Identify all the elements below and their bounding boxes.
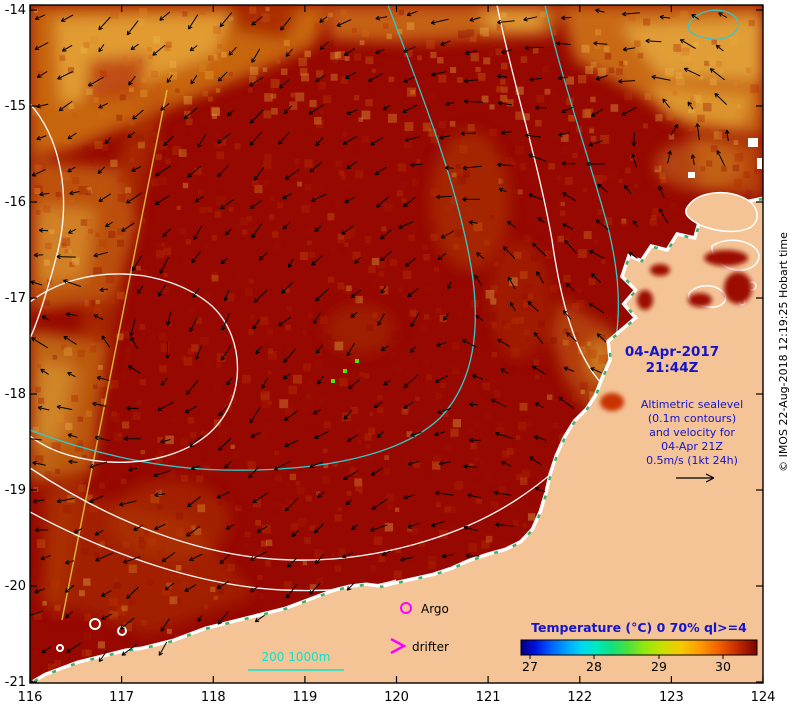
imos-credit-text: © IMOS 22-Aug-2018 12:19:25 Hobart time (777, 232, 790, 472)
y-tick--19: -19 (5, 483, 26, 498)
y-tick--18: -18 (5, 387, 26, 402)
colorbar-tick-30: 30 (715, 659, 731, 674)
isobath-legend-label: 200 1000m (262, 650, 331, 664)
x-tick-116: 116 (18, 690, 43, 705)
map-legend: Argo drifter 200 1000m (248, 602, 449, 671)
colorbar-ticks (529, 655, 724, 659)
shoal-markers (331, 359, 359, 383)
colorbar-tick-27: 27 (522, 659, 538, 674)
satellite-swath-edge (61, 89, 168, 621)
x-tick-117: 117 (109, 690, 134, 705)
date-line: 04-Apr-2017 (625, 344, 719, 360)
colorbar-gradient (520, 639, 758, 656)
x-tick-119: 119 (292, 690, 317, 705)
y-tick--17: -17 (5, 291, 26, 306)
x-tick-121: 121 (476, 690, 501, 705)
info-line-1: Altimetric sealevel (641, 398, 743, 411)
colorbar-title: Temperature (°C) 0 70% ql>=4 (531, 620, 747, 635)
y-tick--16: -16 (5, 195, 26, 210)
colorbar-tick-29: 29 (651, 659, 667, 674)
x-tick-124: 124 (751, 690, 776, 705)
axis-tick-marks (29, 5, 764, 683)
info-line-4: 04-Apr 21Z (661, 440, 723, 453)
scale-arrow-icon (676, 473, 715, 483)
coastal-inlet-waters (600, 250, 752, 411)
colorbar-tick-28: 28 (586, 659, 602, 674)
temperature-colorbar: Temperature (°C) 0 70% ql>=4 27 28 29 30 (520, 620, 758, 674)
y-tick--20: -20 (5, 579, 26, 594)
y-tick--14: -14 (5, 3, 26, 18)
velocity-vectors (30, 8, 730, 663)
info-line-2: (0.1m contours) (648, 412, 736, 425)
y-tick--21: -21 (5, 675, 26, 690)
y-axis: -14 -15 -16 -17 -18 -19 -20 -21 (5, 3, 26, 690)
nearshore-islands (56, 618, 127, 652)
argo-marker-icon (400, 602, 412, 614)
x-axis: 116 117 118 119 120 121 122 123 124 (18, 690, 776, 705)
info-line-3: and velocity for (649, 426, 735, 439)
altimetric-annotation: Altimetric sealevel (0.1m contours) and … (641, 398, 743, 483)
time-line: 21:44Z (646, 360, 699, 376)
x-tick-123: 123 (659, 690, 684, 705)
argo-label: Argo (421, 602, 449, 616)
land-western-australia (34, 200, 763, 683)
map-area (30, 5, 763, 683)
drifter-marker-icon (390, 637, 407, 655)
info-line-5: 0.5m/s (1kt 24h) (646, 454, 738, 467)
datetime-annotation: 04-Apr-2017 21:44Z (625, 344, 719, 376)
x-tick-118: 118 (201, 690, 226, 705)
x-tick-122: 122 (567, 690, 592, 705)
y-tick--15: -15 (5, 99, 26, 114)
x-tick-120: 120 (384, 690, 409, 705)
isobath-contours (30, 5, 739, 471)
drifter-label: drifter (412, 640, 449, 654)
cloud-specks (688, 138, 762, 178)
